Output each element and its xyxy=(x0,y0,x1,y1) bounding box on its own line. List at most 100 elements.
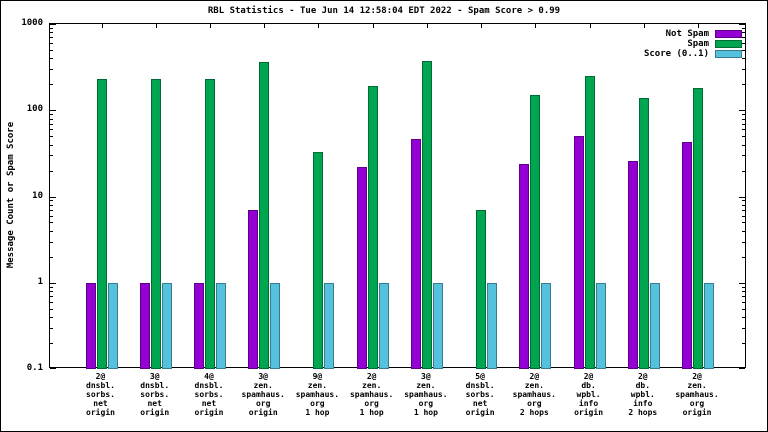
y-minor-tick xyxy=(50,200,53,202)
chart-title: RBL Statistics - Tue Jun 14 12:58:04 EDT… xyxy=(207,6,561,16)
x-tick-mark xyxy=(589,24,591,28)
y-minor-tick xyxy=(742,209,745,211)
x-tick-label: 2@ db. wpbl. info 2 hops xyxy=(616,372,670,417)
x-tick-label-line: 9@ xyxy=(312,372,323,381)
y-minor-tick xyxy=(50,155,53,157)
x-tick-label-line: 2@ xyxy=(366,372,377,381)
x-tick-label-line: zen. xyxy=(307,381,328,390)
x-tick-label-line: zen. xyxy=(362,381,382,390)
x-tick-mark xyxy=(481,24,483,28)
y-minor-tick xyxy=(742,317,745,319)
y-minor-tick xyxy=(50,301,53,303)
x-tick-label-line: spamhaus. xyxy=(404,390,448,399)
y-minor-tick xyxy=(50,222,53,224)
y-tick-label: 1 xyxy=(37,276,43,287)
bar-score-0-1 xyxy=(595,282,606,369)
y-tick-mark xyxy=(50,196,56,198)
bar-score-0-1 xyxy=(704,282,715,369)
y-minor-tick xyxy=(742,155,745,157)
x-tick-label-line: origin xyxy=(574,408,604,417)
y-minor-tick xyxy=(50,209,53,211)
x-tick-label-line: dnsbl. xyxy=(140,381,170,390)
x-tick-label-line: sorbs. xyxy=(194,390,224,399)
x-tick-label-line: 2@ xyxy=(692,372,702,381)
legend-label: Not Spam xyxy=(665,29,709,39)
y-minor-tick xyxy=(50,69,53,71)
x-tick-label-line: 2 hops xyxy=(628,408,658,417)
x-tick-label-line: sorbs. xyxy=(465,390,495,399)
bar-score-0-1 xyxy=(487,282,498,369)
y-minor-tick xyxy=(742,136,745,138)
bar-spam xyxy=(313,151,324,369)
y-minor-tick xyxy=(50,291,53,293)
bar-not-spam xyxy=(193,282,204,369)
legend-item: Score (0..1) xyxy=(644,49,742,59)
y-minor-tick xyxy=(742,222,745,224)
y-minor-tick xyxy=(50,144,53,146)
x-tick-label-line: sorbs. xyxy=(86,390,115,399)
bar-not-spam xyxy=(682,141,693,369)
y-minor-tick xyxy=(50,230,53,232)
x-tick-mark xyxy=(155,24,157,28)
x-tick-label-line: net xyxy=(201,399,217,408)
legend-swatch xyxy=(715,40,742,48)
bar-spam xyxy=(584,75,595,369)
y-minor-tick xyxy=(742,296,745,298)
x-tick-label-line: origin xyxy=(140,408,170,417)
y-minor-tick xyxy=(742,32,745,34)
x-tick-label: 3@ zen. spamhaus. org origin xyxy=(236,372,290,417)
y-minor-tick xyxy=(742,200,745,202)
x-tick-label-line: dnsbl. xyxy=(86,381,115,390)
x-tick-label-line: org xyxy=(310,399,325,408)
x-tick-label-line: 2@ xyxy=(583,372,594,381)
x-tick-label-line: org xyxy=(364,399,379,408)
x-tick-mark xyxy=(643,24,645,28)
y-minor-tick xyxy=(742,114,745,116)
bar-spam xyxy=(96,79,107,369)
bar-score-0-1 xyxy=(432,282,443,369)
y-minor-tick xyxy=(742,27,745,29)
bar-spam xyxy=(421,61,432,369)
bar-score-0-1 xyxy=(215,282,226,369)
x-tick-label-line: org xyxy=(418,399,434,408)
bar-spam xyxy=(476,209,487,369)
y-minor-tick xyxy=(742,230,745,232)
x-tick-label-line: 3@ xyxy=(149,372,160,381)
x-tick-label: 9@ zen. spamhaus. org 1 hop xyxy=(290,372,344,417)
bar-score-0-1 xyxy=(649,282,660,369)
x-tick-label-line: db. xyxy=(635,381,651,390)
x-tick-label-line: db. xyxy=(581,381,596,390)
y-tick-label: 1000 xyxy=(21,18,43,28)
x-tick-label: 5@ dnsbl. sorbs. net origin xyxy=(453,372,507,417)
y-tick-mark xyxy=(739,368,745,369)
y-minor-tick xyxy=(742,301,745,303)
x-tick-label-line: 2@ xyxy=(529,372,540,381)
y-minor-tick xyxy=(742,144,745,146)
y-minor-tick xyxy=(742,204,745,206)
y-minor-tick xyxy=(742,49,745,51)
y-minor-tick xyxy=(742,43,745,45)
x-tick-label-line: net xyxy=(147,399,162,408)
y-minor-tick xyxy=(50,32,53,34)
y-minor-tick xyxy=(50,37,53,39)
y-minor-tick xyxy=(742,291,745,293)
bar-score-0-1 xyxy=(161,282,172,369)
x-tick-label: 2@ zen. spamhaus. org 2 hops xyxy=(507,372,561,417)
y-tick-label: 10 xyxy=(32,190,43,201)
y-minor-tick xyxy=(50,317,53,319)
x-tick-label: 2@ dnsbl. sorbs. net origin xyxy=(74,372,128,417)
y-minor-tick xyxy=(742,170,745,172)
x-tick-mark xyxy=(264,24,266,28)
y-minor-tick xyxy=(50,343,53,345)
bar-spam xyxy=(693,88,704,369)
x-tick-label: 4@ dnsbl. sorbs. net origin xyxy=(182,372,236,417)
x-tick-label-line: net xyxy=(472,399,488,408)
y-tick-label: 0.1 xyxy=(26,363,43,373)
x-tick-label-line: 5@ xyxy=(475,372,485,381)
y-minor-tick xyxy=(50,327,53,329)
y-minor-tick xyxy=(50,27,53,29)
y-minor-tick xyxy=(50,129,53,131)
legend-label: Spam xyxy=(687,39,709,49)
x-tick-label-line: 2@ xyxy=(95,372,106,381)
